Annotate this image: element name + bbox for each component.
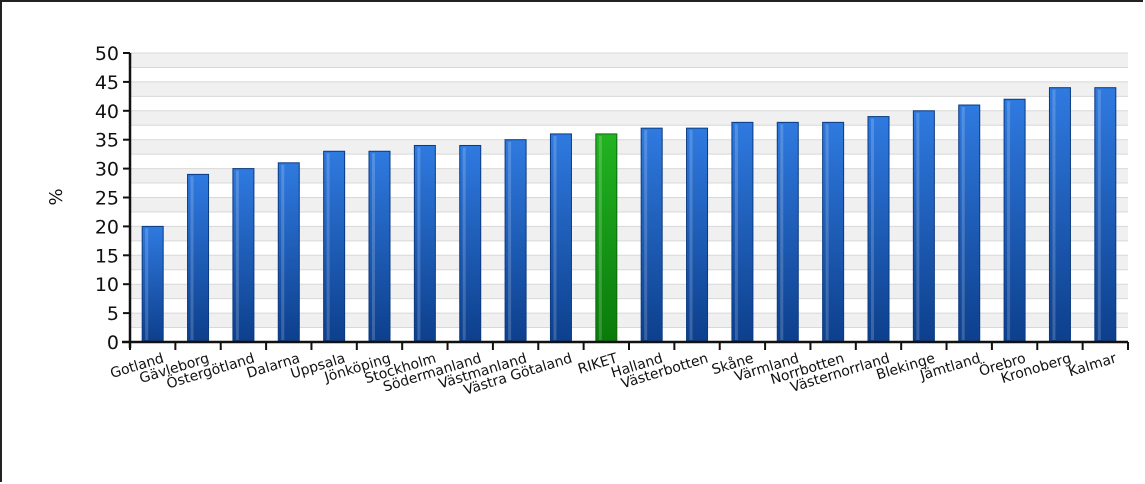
y-tick-label: 25 (95, 188, 119, 210)
bar-shine (1052, 89, 1056, 341)
bar-shine (780, 124, 784, 340)
grid-band (130, 53, 1128, 68)
bar-shine (508, 141, 512, 340)
bar-shine (462, 147, 466, 340)
bar-shine (734, 124, 738, 340)
y-tick-label: 45 (95, 72, 119, 94)
bar-shine (372, 153, 375, 340)
bar-shine (871, 118, 874, 340)
y-tick-label: 20 (95, 216, 119, 238)
x-tick-label: Kalmar (1067, 350, 1119, 380)
bar-shine (961, 107, 965, 341)
bar-shine (598, 135, 602, 340)
bar-shine (235, 170, 239, 340)
bar-shine (281, 164, 285, 340)
y-tick-label: 50 (95, 43, 119, 65)
bars (141, 87, 1117, 343)
bar-shine (417, 147, 421, 340)
grid-band (130, 81, 1128, 97)
y-tick-label: 35 (95, 130, 119, 152)
y-tick-label: 0 (107, 332, 119, 354)
y-axis-label: % (46, 188, 67, 205)
bar-shine (644, 130, 648, 340)
y-tick-label: 40 (95, 101, 119, 123)
bar-shine (1097, 89, 1101, 341)
y-tick-label: 10 (95, 274, 119, 296)
bar-shine (326, 153, 330, 340)
y-tick-label: 30 (95, 159, 119, 181)
bar-shine (1007, 101, 1011, 341)
bar-shine (145, 228, 149, 340)
bar-shine (553, 135, 557, 340)
bar-shine (190, 176, 194, 340)
y-tick-label: 5 (107, 303, 119, 325)
axes (122, 52, 1129, 350)
y-tick-label: 15 (95, 245, 119, 267)
bar-shine (916, 112, 920, 340)
bar-shine (689, 130, 693, 340)
bar-shine (825, 124, 829, 340)
